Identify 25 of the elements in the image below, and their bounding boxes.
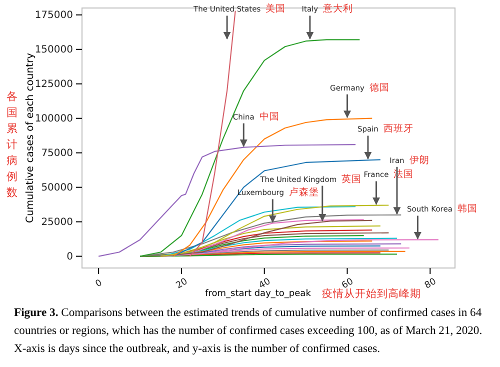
y-axis-title: Cumulative cases of each country [25, 52, 36, 223]
text: 疫情从开始到高峰期 [322, 287, 421, 300]
y-tick-label: 0 [66, 251, 73, 262]
x-tick-label: 20 [174, 276, 190, 292]
x-tick-label: 80 [423, 276, 438, 292]
x-axis-title: from_start day_to_peak [205, 289, 312, 299]
y-tick-label: 50000 [41, 182, 73, 194]
y-tick-label: 175000 [34, 10, 73, 22]
caption: Figure 3. Comparisons between the estimated trends of cumulative number of confirmed cases in 64 countries or regions, which has the number of confirmed cases exceeding 100, as of March 21, 2020. X-axis is days since the outbreak, and y-axis is the number of confirmed cases. [14, 306, 482, 355]
annotation: 意大利 [322, 2, 354, 15]
annotation: 伊朗 [409, 154, 430, 166]
annotation: 英国 [342, 172, 362, 185]
annotation: 卢森堡 [289, 186, 320, 198]
annotation: 中国 [259, 110, 280, 122]
y-tick-label: 75000 [41, 148, 73, 160]
text: 各国累计病例数 [6, 90, 18, 199]
text: 韩国 [457, 202, 478, 215]
y-tick-label: 150000 [34, 44, 73, 56]
annotation: 德国 [369, 82, 390, 94]
x-tick-label: 0 [94, 278, 104, 290]
annotation: 美国 [266, 2, 286, 15]
y-tick-label: 125000 [34, 79, 73, 90]
y-tick-label: 100000 [34, 114, 73, 125]
y-tick-label: 25000 [41, 216, 73, 228]
annotation: 西班牙 [383, 122, 414, 135]
